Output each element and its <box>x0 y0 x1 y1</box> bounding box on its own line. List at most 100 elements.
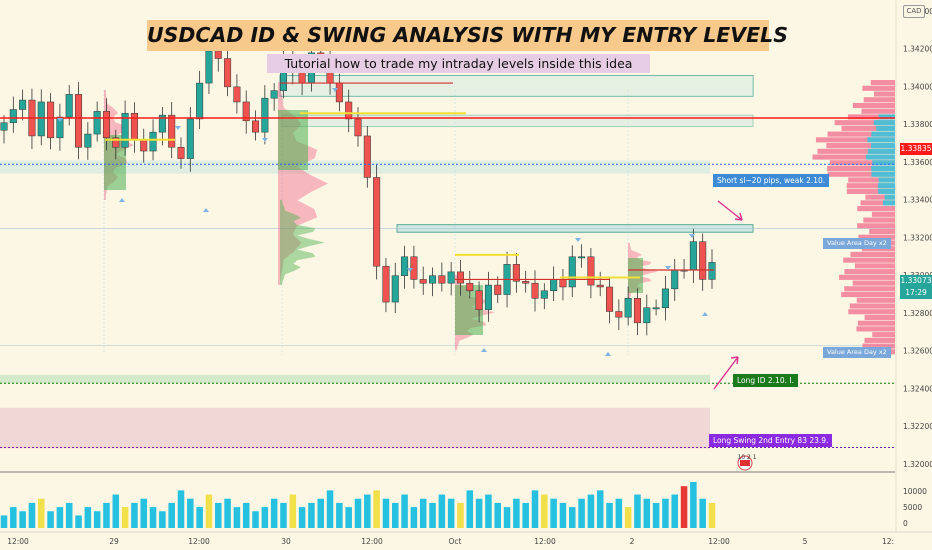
candle-body[interactable] <box>522 281 530 284</box>
candle-body[interactable] <box>484 284 492 310</box>
candle-body[interactable] <box>661 288 669 308</box>
candle-body[interactable] <box>447 271 455 284</box>
candle-body[interactable] <box>37 101 45 137</box>
candle-body[interactable] <box>699 241 707 280</box>
candle-body[interactable] <box>93 111 101 135</box>
composite-profile-row <box>852 280 895 286</box>
candle-body[interactable] <box>475 290 483 310</box>
candle-body[interactable] <box>633 298 641 324</box>
composite-profile-row <box>852 102 895 109</box>
candle-body[interactable] <box>84 133 92 148</box>
volume-bar <box>289 494 297 528</box>
x-axis-tick-label: 5 <box>803 537 808 546</box>
candle-body[interactable] <box>540 290 548 299</box>
candle-body[interactable] <box>429 275 437 284</box>
volume-bar <box>522 502 529 528</box>
candle-body[interactable] <box>140 139 148 152</box>
candle-body[interactable] <box>233 86 241 103</box>
short-level-label[interactable]: Short sl~20 pips, weak 2.10. <box>713 174 830 187</box>
volume-bar <box>317 498 324 528</box>
candle-body[interactable] <box>382 265 390 303</box>
candle-body[interactable] <box>112 137 120 148</box>
candle-body[interactable] <box>466 282 474 292</box>
candle-body[interactable] <box>512 264 520 282</box>
candle-body[interactable] <box>456 271 464 284</box>
candle-body[interactable] <box>9 109 17 123</box>
candle-body[interactable] <box>419 279 427 284</box>
candle-body[interactable] <box>121 113 129 148</box>
value-area-top-label[interactable]: Value Area Day x2 <box>823 238 891 249</box>
volume-axis-tick-label: 5000 <box>903 503 922 512</box>
candle-body[interactable] <box>205 50 213 84</box>
candle-body[interactable] <box>708 262 716 280</box>
composite-profile-row <box>847 114 895 120</box>
candle-body[interactable] <box>596 284 604 288</box>
candle-body[interactable] <box>270 90 278 99</box>
candle-body[interactable] <box>261 97 269 133</box>
volume-bar <box>196 507 203 528</box>
candle-body[interactable] <box>373 177 381 267</box>
candle-body[interactable] <box>177 147 185 159</box>
candle-body[interactable] <box>214 50 222 59</box>
candle-body[interactable] <box>391 275 399 303</box>
candle-body[interactable] <box>363 135 371 178</box>
composite-profile-va-row <box>866 154 895 160</box>
candle-body[interactable] <box>158 114 166 133</box>
candle-body[interactable] <box>643 307 651 324</box>
candle-body[interactable] <box>652 307 660 310</box>
composite-profile-va-row <box>867 137 895 143</box>
candle-body[interactable] <box>224 58 232 88</box>
candle-body[interactable] <box>102 111 110 139</box>
candle-body[interactable] <box>615 311 623 318</box>
candle-body[interactable] <box>494 284 502 295</box>
candle-body[interactable] <box>75 94 83 148</box>
candle-body[interactable] <box>345 101 353 120</box>
candle-body[interactable] <box>671 269 679 290</box>
candle-body[interactable] <box>606 286 614 312</box>
composite-profile-va-row <box>876 125 895 131</box>
candle-body[interactable] <box>587 256 595 286</box>
candle-body[interactable] <box>354 118 362 137</box>
volume-bar <box>270 498 278 528</box>
candle-body[interactable] <box>578 256 586 259</box>
candle-body[interactable] <box>624 298 632 318</box>
long-swing-label[interactable]: Long Swing 2nd Entry 83 23.9. <box>709 434 833 447</box>
candle-body[interactable] <box>65 94 73 118</box>
candle-body[interactable] <box>196 82 204 120</box>
volume-bar <box>503 507 511 528</box>
currency-button[interactable]: CAD <box>903 5 925 18</box>
candle-body[interactable] <box>335 82 343 103</box>
composite-profile-row <box>849 303 895 309</box>
candle-body[interactable] <box>550 279 558 292</box>
candle-body[interactable] <box>689 241 697 271</box>
long-swing-zone <box>0 407 710 449</box>
volume-bar <box>606 502 613 528</box>
candle-body[interactable] <box>531 282 539 299</box>
signal-marker-down <box>575 238 581 242</box>
candle-body[interactable] <box>186 118 194 159</box>
candle-body[interactable] <box>568 256 576 288</box>
composite-profile-row <box>829 160 895 166</box>
candle-body[interactable] <box>298 71 306 84</box>
signal-marker-up <box>702 312 708 316</box>
candle-body[interactable] <box>252 120 260 133</box>
candle-body[interactable] <box>56 116 64 139</box>
candle-body[interactable] <box>242 101 250 122</box>
candle-body[interactable] <box>47 101 55 139</box>
candle-body[interactable] <box>149 131 157 152</box>
candle-body[interactable] <box>19 99 27 110</box>
composite-profile-row <box>864 314 895 321</box>
composite-profile-row <box>815 137 895 143</box>
candle-body[interactable] <box>168 114 176 148</box>
value-area-bottom-label[interactable]: Value Area Day x2 <box>823 347 891 358</box>
candle-body[interactable] <box>0 122 8 131</box>
volume-bar <box>541 494 548 528</box>
candle-body[interactable] <box>401 256 409 276</box>
candle-body[interactable] <box>438 275 446 284</box>
candle-body[interactable] <box>559 279 567 288</box>
signal-marker-up <box>119 198 125 202</box>
long-id-label[interactable]: Long ID 2.10. I. <box>733 374 798 387</box>
composite-profile-va-row <box>867 148 895 154</box>
